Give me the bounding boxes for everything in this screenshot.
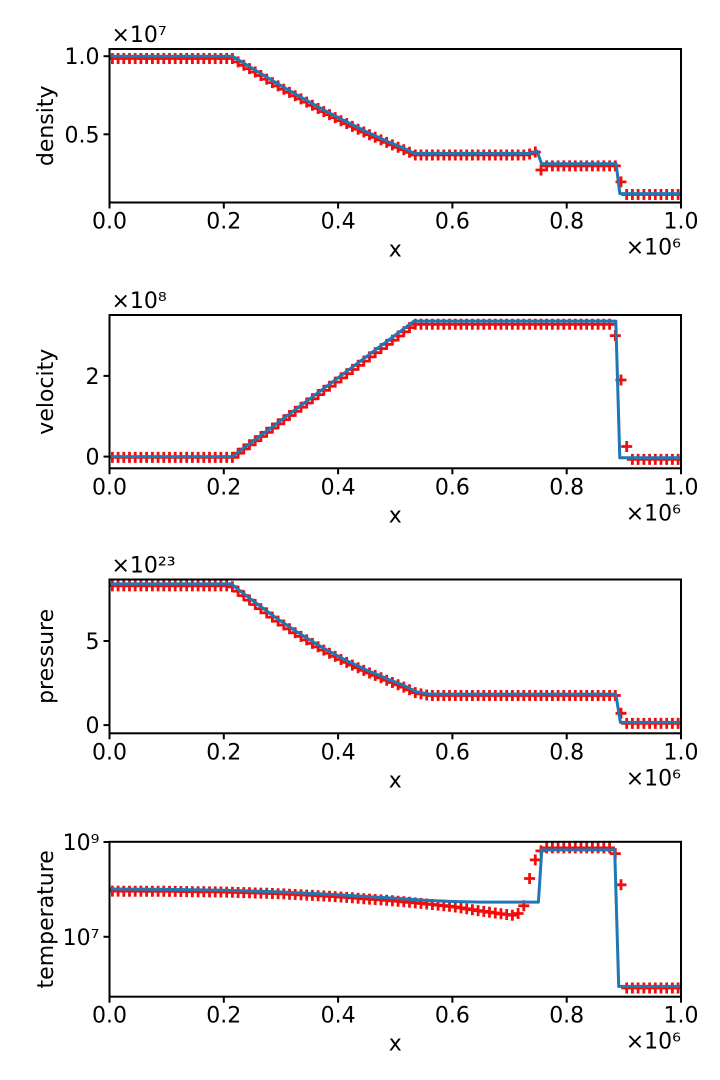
x-tick-label: 0.4 xyxy=(321,740,356,765)
series-exact-solution-line xyxy=(109,319,681,460)
plot-area xyxy=(109,580,681,729)
x-tick-label: 0.4 xyxy=(321,475,356,500)
y-axis-label: temperature xyxy=(34,850,59,988)
axes-background xyxy=(109,49,681,203)
axes-background xyxy=(109,315,681,469)
x-axis-offset-label: ×10⁶ xyxy=(626,766,681,791)
x-tick-label: 0.8 xyxy=(549,740,584,765)
x-tick-label: 0.6 xyxy=(435,210,470,235)
y-axis-offset-label: ×10⁷ xyxy=(112,23,167,48)
x-tick-label: 0.2 xyxy=(206,210,241,235)
x-tick-label: 0.0 xyxy=(92,475,127,500)
x-tick-label: 0.0 xyxy=(92,1004,127,1029)
y-axis-offset-label: ×10⁸ xyxy=(112,289,167,314)
x-tick-label: 0.6 xyxy=(435,1004,470,1029)
axes-background xyxy=(109,579,681,734)
y-tick-label: 10⁷ xyxy=(63,926,100,951)
x-tick-label: 0.8 xyxy=(549,1004,584,1029)
x-tick-label: 0.8 xyxy=(549,210,584,235)
x-axis-offset-label: ×10⁶ xyxy=(626,236,681,261)
axes-frame xyxy=(108,840,682,998)
y-axis-offset-label: ×10²³ xyxy=(112,554,176,579)
x-tick-label: 0.6 xyxy=(435,740,470,765)
x-tick-label: 1.0 xyxy=(664,475,699,500)
y-tick-label: 10⁹ xyxy=(63,831,100,856)
plot-area xyxy=(109,842,681,994)
plot-area xyxy=(109,53,681,200)
x-axis-offset-label: ×10⁶ xyxy=(626,1030,681,1055)
x-tick-label: 0.2 xyxy=(206,740,241,765)
series-exact-solution-line xyxy=(109,54,681,196)
axes-frame xyxy=(108,48,682,204)
y-axis-label: density xyxy=(34,85,59,166)
axes-background xyxy=(109,841,681,997)
x-tick-label: 0.0 xyxy=(92,210,127,235)
y-tick-label: 0 xyxy=(86,446,100,471)
x-tick-label: 1.0 xyxy=(664,1004,699,1029)
series-exact-solution-line xyxy=(109,848,681,988)
x-tick-label: 0.6 xyxy=(435,475,470,500)
x-axis-label: x xyxy=(389,768,402,793)
y-tick-label: 0 xyxy=(86,714,100,739)
y-tick-label: 1.0 xyxy=(65,45,100,70)
x-tick-label: 0.2 xyxy=(206,1004,241,1029)
x-tick-label: 0.8 xyxy=(549,475,584,500)
x-tick-label: 0.2 xyxy=(206,475,241,500)
y-axis-label: pressure xyxy=(34,609,59,704)
plot-area xyxy=(109,318,681,465)
y-axis-label: velocity xyxy=(34,349,59,435)
y-tick-label: 2 xyxy=(86,365,100,390)
x-tick-label: 0.0 xyxy=(92,740,127,765)
y-tick-label: 0.5 xyxy=(65,123,100,148)
x-axis-offset-label: ×10⁶ xyxy=(626,501,681,526)
x-axis-label: x xyxy=(389,503,402,528)
x-tick-label: 0.4 xyxy=(321,1004,356,1029)
x-tick-label: 1.0 xyxy=(664,740,699,765)
series-exact-solution-line xyxy=(109,582,681,724)
axes-frame xyxy=(108,578,682,735)
x-tick-label: 0.4 xyxy=(321,210,356,235)
x-axis-label: x xyxy=(389,1032,402,1057)
x-axis-label: x xyxy=(389,238,402,263)
axes-frame xyxy=(108,314,682,470)
x-tick-label: 1.0 xyxy=(664,210,699,235)
y-tick-label: 5 xyxy=(86,630,100,655)
